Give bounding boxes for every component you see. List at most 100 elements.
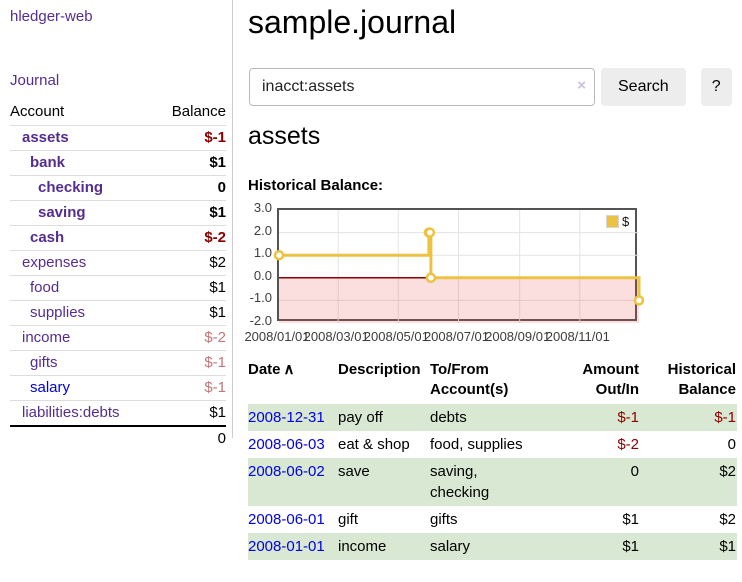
transaction-description: eat & shop <box>338 436 410 453</box>
transaction-date-link[interactable]: 2008-06-02 <box>248 463 325 480</box>
account-row-income: income $-2 <box>10 325 226 351</box>
app-title-link[interactable]: hledger-web <box>10 8 93 25</box>
y-axis-tick-label: 1.0 <box>253 245 272 261</box>
transaction-accounts: gifts <box>430 511 458 528</box>
y-axis-tick-label: -2.0 <box>249 313 272 328</box>
account-balance: $1 <box>209 204 226 221</box>
account-balance: $-1 <box>204 354 226 371</box>
help-button[interactable]: ? <box>700 68 732 106</box>
chart-legend: $ <box>606 214 629 229</box>
accounts-header-balance: Balance <box>171 103 226 120</box>
x-axis-tick-label: 2008/01/01 <box>244 329 310 344</box>
search-input[interactable] <box>249 68 595 106</box>
account-link[interactable]: expenses <box>22 254 87 271</box>
transaction-amount: $-2 <box>617 436 639 453</box>
register-row: 2008-06-03 eat & shop food, supplies $-2… <box>248 431 737 458</box>
transaction-accounts: salary <box>430 538 471 555</box>
sidebar-item-journal[interactable]: Journal <box>10 72 60 89</box>
register-header-description: Description <box>338 361 421 378</box>
account-link[interactable]: saving <box>38 204 86 221</box>
account-link[interactable]: liabilities:debts <box>22 404 120 421</box>
register-row: 2008-12-31 pay off debts $-1 $-1 <box>248 404 737 431</box>
transaction-balance: 0 <box>727 436 736 453</box>
transaction-description: save <box>338 463 370 480</box>
chart-plot-area <box>273 208 645 323</box>
x-axis-tick-label: 2008/05/01 <box>363 329 429 344</box>
account-balance: $2 <box>209 254 226 271</box>
account-row-supplies: supplies $1 <box>10 300 226 326</box>
account-link[interactable]: cash <box>30 229 65 246</box>
transaction-description: gift <box>338 511 359 528</box>
transaction-amount: $1 <box>622 511 639 528</box>
account-balance: $-2 <box>204 229 226 246</box>
transaction-balance: $2 <box>719 463 736 480</box>
historical-balance-chart: 3.0 2.0 1.0 0.0 -1.0 -2.0 2008/01/01 2008/03/01… <box>244 200 647 347</box>
account-row-gifts: gifts $-1 <box>10 350 226 376</box>
account-row-saving: saving $1 <box>10 200 226 226</box>
account-row-assets: assets $-1 <box>10 125 226 151</box>
accounts-total: 0 <box>217 430 226 447</box>
register-header-accounts: To/From Account(s) <box>430 361 509 398</box>
account-link[interactable]: assets <box>22 129 69 146</box>
search-button[interactable]: Search <box>601 68 686 106</box>
search-bar: × Search ? <box>249 68 732 106</box>
register-row: 2008-01-01 income salary $1 $1 <box>248 533 737 560</box>
account-link[interactable]: supplies <box>30 304 86 321</box>
account-link[interactable]: food <box>30 279 60 296</box>
account-row-bank: bank $1 <box>10 150 226 176</box>
transaction-amount: $1 <box>622 538 639 555</box>
x-axis-tick-label: 2008/11/01 <box>545 329 610 344</box>
account-balance: $1 <box>209 154 226 171</box>
transaction-balance: $2 <box>719 511 736 528</box>
sort-asc-icon: ∧ <box>283 361 295 378</box>
x-axis-tick-label: 2008/03/01 <box>303 329 369 344</box>
transaction-accounts: debts <box>430 409 467 426</box>
account-row-expenses: expenses $2 <box>10 250 226 276</box>
transaction-amount: $-1 <box>617 409 639 426</box>
register-header-row: Date ∧ Description To/From Account(s) Amo… <box>248 360 737 404</box>
account-balance: $-2 <box>204 329 226 346</box>
account-heading: assets <box>248 122 321 150</box>
page-title: sample.journal <box>248 4 457 40</box>
register-header-date[interactable]: Date ∧ <box>248 361 295 378</box>
account-row-food: food $1 <box>10 275 226 301</box>
register-header-balance: Historical Balance <box>667 361 736 398</box>
account-link[interactable]: salary <box>30 379 71 396</box>
search-input-wrap: × <box>249 68 595 106</box>
transaction-description: income <box>338 538 387 555</box>
accounts-header-account: Account <box>10 103 65 120</box>
chart-title: Historical Balance: <box>248 177 384 194</box>
legend-label: $ <box>622 214 630 229</box>
accounts-header-row: Account Balance <box>10 100 226 126</box>
transaction-date-link[interactable]: 2008-06-01 <box>248 511 325 528</box>
y-axis-tick-label: -1.0 <box>249 290 272 306</box>
transaction-accounts: food, supplies <box>430 436 523 453</box>
transaction-description: pay off <box>338 409 383 426</box>
account-balance: $1 <box>209 404 226 421</box>
clear-search-icon[interactable]: × <box>577 77 586 94</box>
x-axis-tick-label: 2008/09/01 <box>485 329 551 344</box>
account-row-liabilities-debts: liabilities:debts $1 <box>10 400 226 427</box>
account-link[interactable]: checking <box>38 179 104 196</box>
account-link[interactable]: gifts <box>30 354 58 371</box>
account-balance: $1 <box>209 279 226 296</box>
y-axis-tick-label: 0.0 <box>253 267 272 283</box>
transaction-accounts: saving, checking <box>430 463 490 501</box>
sidebar: hledger-web Journal Account Balance asse… <box>0 0 233 447</box>
accounts-total-row: 0 <box>10 426 226 451</box>
account-balance: 0 <box>217 179 226 196</box>
register-header-amount: Amount Out/In <box>582 361 639 398</box>
account-link[interactable]: income <box>22 329 71 346</box>
account-link[interactable]: bank <box>30 154 66 171</box>
transaction-date-link[interactable]: 2008-01-01 <box>248 538 325 555</box>
transaction-date-link[interactable]: 2008-12-31 <box>248 409 325 426</box>
register-row: 2008-06-02 save saving, checking 0 $2 <box>248 458 737 506</box>
register-table: Date ∧ Description To/From Account(s) Amo… <box>248 360 737 560</box>
transaction-balance: $-1 <box>714 409 736 426</box>
account-balance: $-1 <box>204 129 226 146</box>
transaction-amount: 0 <box>630 463 639 480</box>
y-axis-tick-label: 2.0 <box>253 222 272 238</box>
transaction-date-link[interactable]: 2008-06-03 <box>248 436 325 453</box>
account-balance: $1 <box>209 304 226 321</box>
account-balance: $-1 <box>204 379 226 396</box>
